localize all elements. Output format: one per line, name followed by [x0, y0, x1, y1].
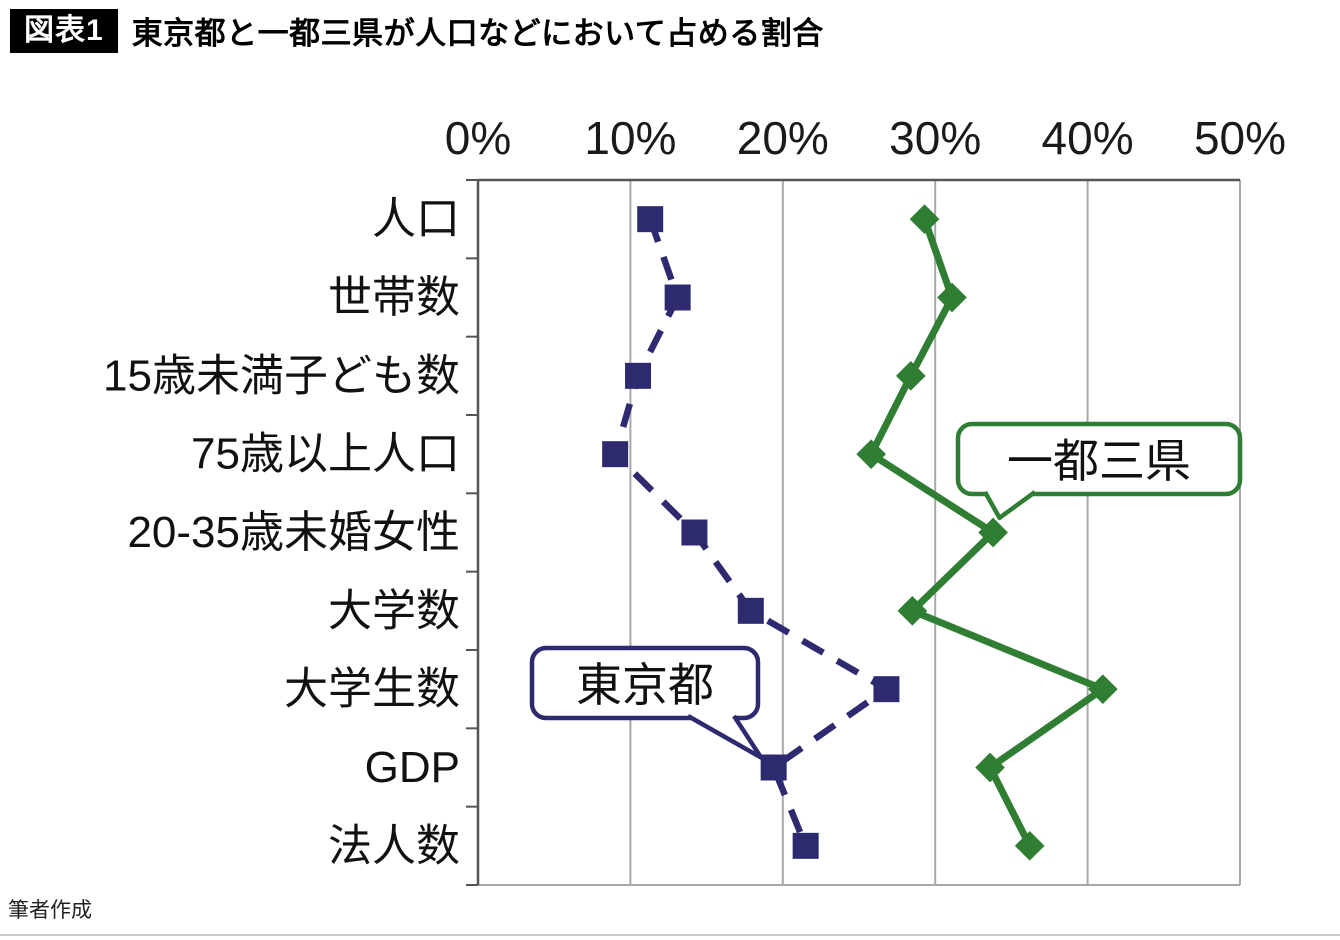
diamond-marker	[978, 517, 1008, 548]
square-marker	[625, 362, 652, 389]
diamond-marker	[909, 204, 940, 235]
y-axis-category-label: GDP	[365, 743, 460, 792]
diamond-marker	[897, 595, 928, 626]
y-axis-category-label: 20-35歳未婚女性	[127, 508, 460, 557]
x-axis-tick-label: 40%	[1042, 112, 1134, 164]
bottom-divider	[0, 934, 1340, 936]
figure-number-badge: 図表1	[10, 8, 118, 53]
callout-pointer-outline	[686, 714, 764, 760]
diamond-marker	[856, 439, 887, 470]
callout-box	[529, 645, 761, 721]
x-axis-tick-label: 0%	[445, 112, 511, 164]
y-axis-category-label: 人口	[372, 195, 460, 244]
diamond-marker	[937, 282, 967, 313]
x-axis-tick-label: 30%	[889, 112, 981, 164]
square-marker	[602, 441, 629, 468]
y-axis-category-label: 大学生数	[284, 665, 460, 714]
series-callout-label: 東京都	[576, 659, 714, 711]
callout-box	[955, 421, 1243, 497]
chart-header: 図表1 東京都と一都三県が人口などにおいて占める割合	[10, 8, 824, 53]
x-axis-tick-label: 20%	[737, 112, 829, 164]
diamond-marker	[1014, 830, 1045, 861]
x-axis-tick-label: 50%	[1194, 112, 1286, 164]
y-axis-category-label: 法人数	[328, 821, 460, 870]
y-axis-category-label: 15歳未満子ども数	[103, 351, 460, 400]
series-callout-label: 一都三県	[1007, 435, 1191, 487]
diamond-marker	[1087, 674, 1118, 705]
square-marker	[637, 206, 664, 233]
y-axis-category-label: 75歳以上人口	[191, 430, 460, 479]
square-marker	[792, 832, 819, 859]
square-marker	[681, 519, 708, 546]
y-axis-category-label: 大学数	[328, 586, 460, 635]
square-marker	[873, 676, 900, 703]
square-marker	[760, 754, 787, 781]
source-credit: 筆者作成	[8, 899, 92, 922]
diamond-marker	[895, 360, 926, 391]
callout-pointer-outline	[983, 490, 1037, 521]
square-marker	[737, 597, 764, 624]
diamond-marker	[975, 752, 1005, 783]
chart-title: 東京都と一都三県が人口などにおいて占める割合	[131, 16, 824, 51]
square-marker	[664, 284, 691, 311]
y-axis-category-label: 世帯数	[328, 273, 460, 322]
x-axis-tick-label: 10%	[584, 112, 676, 164]
